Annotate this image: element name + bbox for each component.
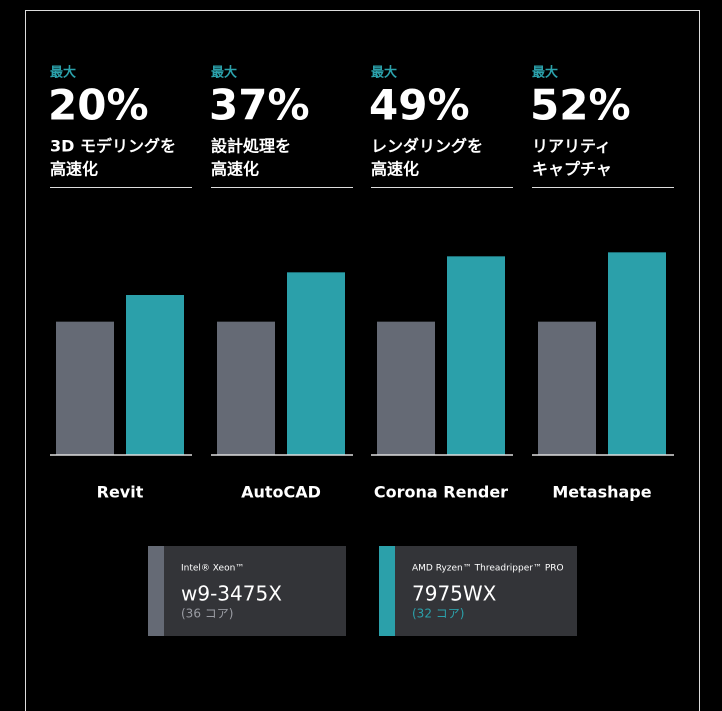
headline-desc: 高速化 bbox=[211, 160, 259, 179]
headline-desc: リアリティ bbox=[532, 137, 611, 156]
x-tick-label: Corona Render bbox=[374, 483, 508, 502]
bar bbox=[287, 272, 345, 455]
headline-desc: キャプチャ bbox=[532, 160, 612, 179]
x-tick-label: AutoCAD bbox=[241, 483, 321, 502]
bar bbox=[126, 295, 184, 455]
bar bbox=[217, 321, 275, 455]
headline-desc: 高速化 bbox=[371, 160, 419, 179]
headline-desc: レンダリングを bbox=[371, 137, 483, 156]
headline-desc: 3D モデリングを bbox=[50, 137, 176, 156]
frame bbox=[25, 10, 700, 711]
legend-name: w9-3475X bbox=[181, 582, 282, 606]
headline-prefix: 最大 bbox=[50, 65, 76, 81]
headline-value: 20% bbox=[48, 81, 149, 130]
headline-prefix: 最大 bbox=[371, 65, 397, 81]
bar bbox=[377, 321, 435, 455]
legend-name: 7975WX bbox=[412, 582, 497, 606]
headline-value: 49% bbox=[369, 81, 470, 130]
bar bbox=[608, 252, 666, 455]
bar bbox=[447, 256, 505, 455]
bar bbox=[538, 321, 596, 455]
legend-box bbox=[379, 546, 577, 636]
headline-desc: 高速化 bbox=[50, 160, 98, 179]
legend-brand: Intel® Xeon™ bbox=[181, 564, 244, 574]
headline-desc: 設計処理を bbox=[211, 137, 291, 156]
bar bbox=[56, 321, 114, 455]
legend-box bbox=[148, 546, 346, 636]
headline-prefix: 最大 bbox=[211, 65, 237, 81]
legend-cores: (32 コア) bbox=[412, 607, 464, 621]
headline-prefix: 最大 bbox=[532, 65, 558, 81]
x-tick-label: Metashape bbox=[552, 483, 651, 502]
legend-swatch bbox=[379, 546, 395, 636]
x-tick-label: Revit bbox=[97, 483, 144, 502]
legend-brand: AMD Ryzen™ Threadripper™ PRO bbox=[412, 564, 564, 574]
headline-value: 37% bbox=[209, 81, 310, 130]
headline-value: 52% bbox=[530, 81, 631, 130]
legend-cores: (36 コア) bbox=[181, 607, 233, 621]
legend-swatch bbox=[148, 546, 164, 636]
